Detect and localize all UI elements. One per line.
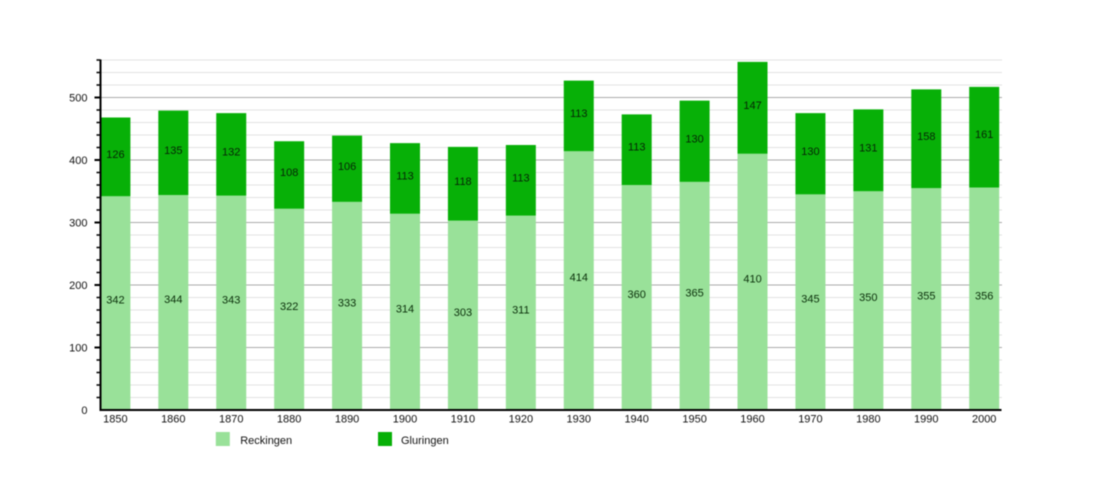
- svg-text:314: 314: [396, 303, 414, 315]
- svg-text:1940: 1940: [624, 414, 648, 426]
- svg-text:126: 126: [106, 149, 124, 161]
- svg-text:2000: 2000: [972, 414, 996, 426]
- svg-text:113: 113: [396, 170, 414, 182]
- svg-text:131: 131: [859, 142, 877, 154]
- svg-text:135: 135: [164, 145, 182, 157]
- svg-text:1850: 1850: [103, 414, 127, 426]
- svg-text:1950: 1950: [682, 414, 706, 426]
- svg-text:113: 113: [512, 172, 530, 184]
- svg-text:113: 113: [570, 108, 588, 120]
- svg-text:130: 130: [801, 146, 819, 158]
- svg-text:1920: 1920: [509, 414, 533, 426]
- svg-text:400: 400: [69, 155, 87, 167]
- svg-text:1990: 1990: [914, 414, 938, 426]
- svg-text:355: 355: [917, 291, 935, 303]
- svg-text:1900: 1900: [393, 414, 417, 426]
- svg-text:1890: 1890: [335, 414, 359, 426]
- svg-text:Reckingen: Reckingen: [240, 435, 292, 447]
- svg-text:1870: 1870: [219, 414, 243, 426]
- svg-text:500: 500: [69, 93, 87, 105]
- svg-text:303: 303: [454, 307, 472, 319]
- svg-text:161: 161: [975, 129, 993, 141]
- svg-text:108: 108: [280, 167, 298, 179]
- svg-text:1970: 1970: [798, 414, 822, 426]
- svg-text:Gluringen: Gluringen: [401, 435, 449, 447]
- svg-text:200: 200: [69, 280, 87, 292]
- svg-text:333: 333: [338, 297, 356, 309]
- svg-text:100: 100: [69, 343, 87, 355]
- svg-text:1880: 1880: [277, 414, 301, 426]
- svg-text:118: 118: [454, 176, 472, 188]
- svg-text:414: 414: [570, 272, 588, 284]
- svg-text:342: 342: [106, 295, 124, 307]
- svg-text:356: 356: [975, 290, 993, 302]
- svg-text:410: 410: [743, 273, 761, 285]
- svg-text:365: 365: [685, 287, 703, 299]
- svg-text:106: 106: [338, 161, 356, 173]
- svg-text:113: 113: [628, 142, 646, 154]
- svg-text:1980: 1980: [856, 414, 880, 426]
- svg-text:1860: 1860: [161, 414, 185, 426]
- svg-text:345: 345: [801, 294, 819, 306]
- svg-text:322: 322: [280, 301, 298, 313]
- svg-text:300: 300: [69, 218, 87, 230]
- svg-text:130: 130: [685, 133, 703, 145]
- svg-text:343: 343: [222, 294, 240, 306]
- svg-text:132: 132: [222, 146, 240, 158]
- svg-text:350: 350: [859, 292, 877, 304]
- svg-text:1930: 1930: [567, 414, 591, 426]
- svg-text:311: 311: [512, 304, 530, 316]
- svg-text:1960: 1960: [740, 414, 764, 426]
- svg-text:344: 344: [164, 294, 182, 306]
- svg-text:1910: 1910: [451, 414, 475, 426]
- svg-text:158: 158: [917, 131, 935, 143]
- svg-text:360: 360: [628, 289, 646, 301]
- svg-text:147: 147: [743, 100, 761, 112]
- svg-text:0: 0: [81, 405, 87, 417]
